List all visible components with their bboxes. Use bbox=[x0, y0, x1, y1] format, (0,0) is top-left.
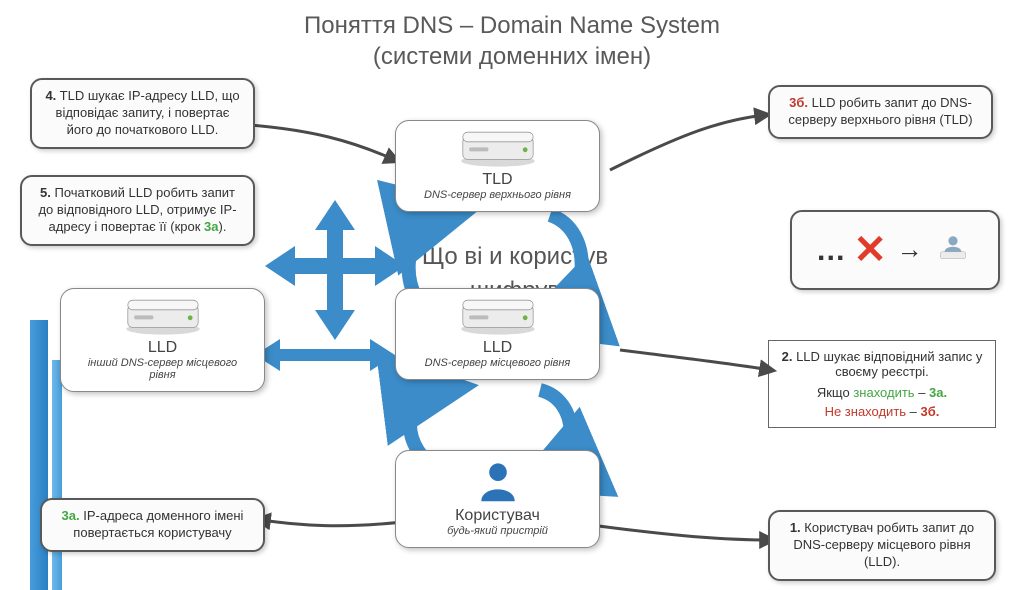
step1-box: 1. Користувач робить запит до DNS-сервер… bbox=[768, 510, 996, 581]
h-arrow bbox=[255, 335, 395, 375]
user-sub: будь-який пристрій bbox=[410, 525, 585, 537]
not-found-box: … ✕ → bbox=[790, 210, 1000, 290]
step4-box: 4. TLD шукає IP-адресу LLD, що відповіда… bbox=[30, 78, 255, 149]
lld-sub: DNS-сервер місцевого рівня bbox=[410, 357, 585, 369]
lld2-sub: інший DNS-сервер місцевого рівня bbox=[75, 357, 250, 381]
server-icon bbox=[458, 297, 538, 333]
lld2-title: LLD bbox=[75, 339, 250, 357]
step5-box: 5. Початковий LLD робить запит до відпов… bbox=[20, 175, 255, 246]
lld-title: LLD bbox=[410, 339, 585, 357]
tld-sub: DNS-сервер верхнього рівня bbox=[410, 189, 585, 201]
step3b-box: 3б. LLD робить запит до DNS-серверу верх… bbox=[768, 85, 993, 139]
arrow-right-icon: → bbox=[897, 233, 923, 267]
user-node: Користувач будь-який пристрій bbox=[395, 450, 600, 548]
tld-title: TLD bbox=[410, 171, 585, 189]
tld-node: TLD DNS-сервер верхнього рівня bbox=[395, 120, 600, 212]
cross-arrows-icon bbox=[265, 200, 405, 340]
dots-icon: … bbox=[816, 231, 850, 270]
lld-node: LLD DNS-сервер місцевого рівня bbox=[395, 288, 600, 380]
user-title: Користувач bbox=[410, 507, 585, 525]
lld2-node: LLD інший DNS-сервер місцевого рівня bbox=[60, 288, 265, 392]
user-icon bbox=[476, 459, 520, 503]
x-icon: ✕ bbox=[853, 224, 887, 276]
step3a-box: 3а. IP-адреса доменного імені повертаєть… bbox=[40, 498, 265, 552]
server-icon bbox=[458, 129, 538, 165]
server-icon bbox=[123, 297, 203, 333]
mini-server-icon bbox=[932, 235, 974, 265]
